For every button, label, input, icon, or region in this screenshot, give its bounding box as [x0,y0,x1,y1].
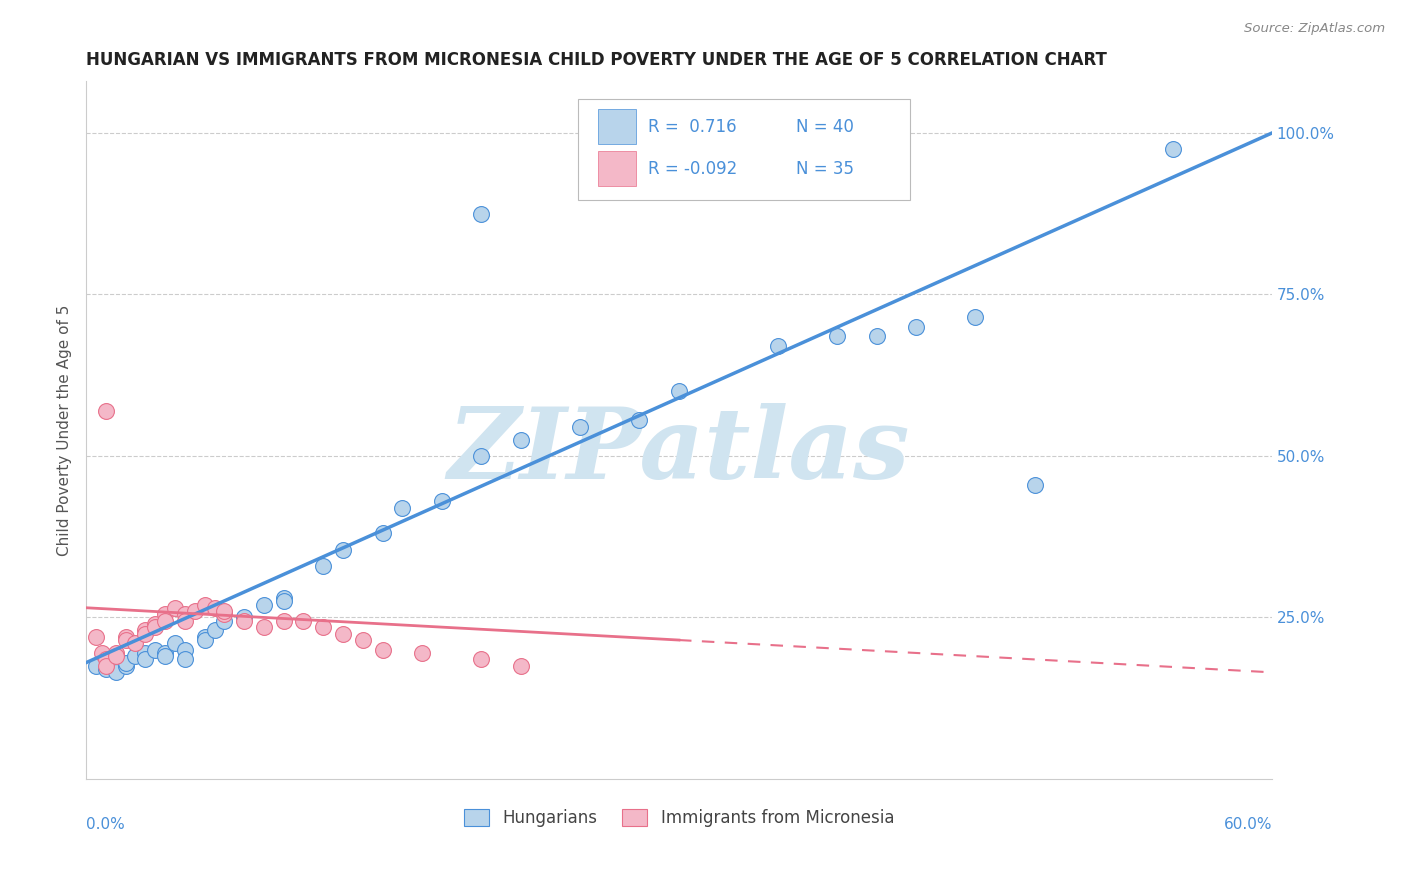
Point [114,656,136,670]
Point [204,600,226,615]
Point [143,620,166,634]
Point [163,600,186,615]
Point [509,659,531,673]
Point [173,614,195,628]
Point [233,614,256,628]
Point [194,598,217,612]
Point [905,319,928,334]
Point [766,339,789,353]
Point [371,526,394,541]
Point [470,652,492,666]
Point [371,642,394,657]
Point [391,500,413,515]
Point [104,646,127,660]
Point [965,310,987,324]
Point [84,630,107,644]
Point [204,624,226,638]
Point [84,659,107,673]
Legend: Hungarians, Immigrants from Micronesia: Hungarians, Immigrants from Micronesia [457,802,901,833]
Point [153,649,176,664]
Point [194,633,217,648]
Point [143,642,166,657]
Point [233,610,256,624]
Point [273,594,295,608]
Point [134,626,156,640]
Text: N = 35: N = 35 [796,160,855,178]
Text: Source: ZipAtlas.com: Source: ZipAtlas.com [1244,22,1385,36]
Point [90,646,112,660]
Text: 60.0%: 60.0% [1223,817,1272,832]
Point [825,329,848,343]
Point [134,652,156,666]
Point [173,652,195,666]
Point [143,616,166,631]
Point [114,633,136,648]
Text: ZIPatlas: ZIPatlas [447,403,910,500]
Point [273,591,295,605]
Point [104,665,127,680]
Bar [599,109,637,145]
Point [94,652,117,666]
Point [1161,142,1184,156]
Point [865,329,887,343]
Point [173,607,195,622]
Point [668,384,690,399]
Point [470,207,492,221]
Point [134,624,156,638]
Point [312,620,335,634]
Point [173,642,195,657]
Point [124,649,146,664]
Point [312,558,335,573]
Point [153,614,176,628]
Point [153,646,176,660]
Point [214,607,236,622]
Text: 0.0%: 0.0% [86,817,125,832]
Point [569,420,592,434]
Point [352,633,374,648]
Point [134,646,156,660]
Y-axis label: Child Poverty Under the Age of 5: Child Poverty Under the Age of 5 [58,304,72,556]
Text: R =  0.716: R = 0.716 [648,118,737,136]
Point [628,413,651,427]
Text: HUNGARIAN VS IMMIGRANTS FROM MICRONESIA CHILD POVERTY UNDER THE AGE OF 5 CORRELA: HUNGARIAN VS IMMIGRANTS FROM MICRONESIA … [86,51,1107,69]
Point [332,542,354,557]
Point [124,636,146,650]
Point [470,449,492,463]
Point [114,630,136,644]
Point [214,604,236,618]
Point [153,607,176,622]
Point [163,636,186,650]
Point [194,630,217,644]
Point [214,614,236,628]
Point [292,614,315,628]
Point [430,494,453,508]
Point [411,646,433,660]
Point [184,604,207,618]
Point [1024,478,1046,492]
Point [94,403,117,417]
Point [332,626,354,640]
Bar [599,151,637,186]
Point [253,620,276,634]
Point [94,662,117,676]
Point [114,659,136,673]
Point [253,598,276,612]
Text: R = -0.092: R = -0.092 [648,160,737,178]
Point [273,614,295,628]
Text: N = 40: N = 40 [796,118,855,136]
Point [94,659,117,673]
Point [509,433,531,447]
FancyBboxPatch shape [578,99,910,200]
Point [104,649,127,664]
